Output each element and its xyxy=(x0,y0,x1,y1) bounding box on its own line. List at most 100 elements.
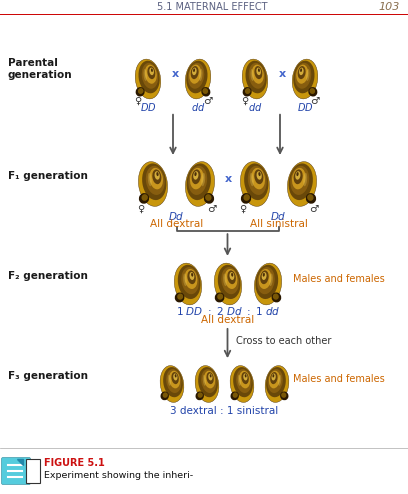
Ellipse shape xyxy=(296,65,308,84)
Text: ♀: ♀ xyxy=(242,96,248,106)
Ellipse shape xyxy=(243,373,248,380)
Ellipse shape xyxy=(295,171,300,180)
Ellipse shape xyxy=(245,374,246,377)
Ellipse shape xyxy=(271,373,276,380)
Ellipse shape xyxy=(197,392,203,398)
Ellipse shape xyxy=(252,65,264,84)
Text: $\mathit{Dd}$: $\mathit{Dd}$ xyxy=(168,209,185,221)
Ellipse shape xyxy=(163,392,168,398)
Ellipse shape xyxy=(223,274,227,286)
Ellipse shape xyxy=(221,267,239,294)
Text: ♀: ♀ xyxy=(239,204,246,214)
Ellipse shape xyxy=(204,193,214,204)
Ellipse shape xyxy=(192,68,197,75)
Ellipse shape xyxy=(215,292,224,302)
Ellipse shape xyxy=(262,272,266,280)
Ellipse shape xyxy=(135,87,145,96)
Text: x: x xyxy=(171,69,179,79)
Ellipse shape xyxy=(205,194,212,201)
Text: $\mathit{dd}$: $\mathit{dd}$ xyxy=(248,101,262,113)
Ellipse shape xyxy=(177,293,183,300)
Ellipse shape xyxy=(292,59,318,99)
Ellipse shape xyxy=(281,392,286,398)
Ellipse shape xyxy=(175,374,177,377)
Ellipse shape xyxy=(231,391,239,400)
Ellipse shape xyxy=(255,265,278,299)
Ellipse shape xyxy=(138,162,168,206)
Ellipse shape xyxy=(308,87,317,96)
Text: ♀: ♀ xyxy=(135,96,142,106)
Ellipse shape xyxy=(229,272,234,280)
Ellipse shape xyxy=(142,164,166,200)
Ellipse shape xyxy=(156,172,159,176)
Ellipse shape xyxy=(198,367,218,397)
Ellipse shape xyxy=(191,66,199,79)
Ellipse shape xyxy=(201,87,211,96)
Ellipse shape xyxy=(258,68,260,72)
Ellipse shape xyxy=(188,166,207,195)
FancyBboxPatch shape xyxy=(2,457,31,485)
Text: Cross to each other: Cross to each other xyxy=(235,335,331,345)
Text: Males and females: Males and females xyxy=(293,274,385,284)
Ellipse shape xyxy=(171,372,179,384)
Ellipse shape xyxy=(303,173,307,186)
Text: F₃ generation: F₃ generation xyxy=(8,371,88,381)
Ellipse shape xyxy=(278,375,281,386)
Ellipse shape xyxy=(293,61,315,93)
Ellipse shape xyxy=(233,367,253,397)
Ellipse shape xyxy=(190,168,204,189)
Text: $\mathit{DD}$: $\mathit{DD}$ xyxy=(140,101,156,113)
Ellipse shape xyxy=(178,265,201,299)
Ellipse shape xyxy=(204,370,215,388)
Text: F₁ generation: F₁ generation xyxy=(8,171,88,181)
Ellipse shape xyxy=(244,164,268,200)
Text: F₂ generation: F₂ generation xyxy=(8,271,88,281)
Ellipse shape xyxy=(260,270,269,284)
Text: All dextral: All dextral xyxy=(150,219,203,229)
Ellipse shape xyxy=(160,366,184,403)
Ellipse shape xyxy=(292,168,306,189)
Ellipse shape xyxy=(163,367,183,397)
Ellipse shape xyxy=(188,63,204,89)
Ellipse shape xyxy=(280,391,288,400)
Polygon shape xyxy=(17,459,23,465)
Ellipse shape xyxy=(244,194,250,201)
Ellipse shape xyxy=(254,263,282,305)
Ellipse shape xyxy=(183,274,187,286)
Text: ♂: ♂ xyxy=(207,204,217,214)
Ellipse shape xyxy=(135,59,161,99)
Ellipse shape xyxy=(295,63,311,89)
Ellipse shape xyxy=(147,66,155,79)
Ellipse shape xyxy=(145,65,157,84)
Ellipse shape xyxy=(288,164,313,200)
Ellipse shape xyxy=(203,375,206,386)
Ellipse shape xyxy=(266,367,286,397)
Ellipse shape xyxy=(259,269,271,289)
Ellipse shape xyxy=(144,69,147,81)
Ellipse shape xyxy=(227,270,236,284)
Ellipse shape xyxy=(270,372,277,384)
Ellipse shape xyxy=(193,68,195,72)
Ellipse shape xyxy=(139,193,149,204)
Text: All dextral: All dextral xyxy=(202,315,255,325)
Ellipse shape xyxy=(242,372,249,384)
Ellipse shape xyxy=(186,164,211,200)
Ellipse shape xyxy=(184,269,197,289)
Ellipse shape xyxy=(142,194,148,201)
Text: x: x xyxy=(278,69,286,79)
Ellipse shape xyxy=(254,66,262,79)
Ellipse shape xyxy=(306,193,316,204)
Ellipse shape xyxy=(168,375,171,386)
Text: FIGURE 5.1: FIGURE 5.1 xyxy=(44,458,105,468)
Ellipse shape xyxy=(257,171,262,180)
Ellipse shape xyxy=(195,391,204,400)
Ellipse shape xyxy=(199,69,202,81)
Ellipse shape xyxy=(240,162,270,206)
Ellipse shape xyxy=(265,366,289,403)
Ellipse shape xyxy=(201,173,205,186)
Text: x: x xyxy=(224,174,232,184)
Text: 103: 103 xyxy=(379,2,400,12)
Ellipse shape xyxy=(269,274,273,286)
Ellipse shape xyxy=(155,171,160,180)
Ellipse shape xyxy=(166,369,182,393)
